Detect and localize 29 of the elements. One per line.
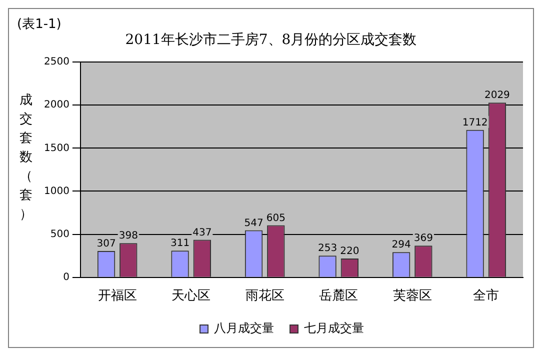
y-tick-label: 500 (50, 228, 70, 240)
data-label: 253 (318, 243, 338, 254)
data-label: 437 (192, 227, 212, 238)
data-label: 220 (340, 246, 360, 258)
y-tick-label: 1500 (44, 142, 70, 154)
y-tick-label: 2500 (44, 56, 70, 68)
data-label: 294 (392, 240, 411, 251)
x-tick-label: 雨花区 (245, 288, 284, 304)
data-label: 311 (170, 238, 190, 250)
x-tick-label: 全市 (473, 288, 500, 304)
y-tick-label: 2000 (44, 100, 70, 111)
x-tick-label: 岳麓区 (319, 288, 358, 304)
data-label: 307 (96, 238, 116, 250)
chart-title: 2011年长沙市二手房7、8月份的分区成交套数 (124, 31, 418, 49)
x-tick-label: 芙蓉区 (392, 288, 432, 304)
x-tick-label: 开福区 (98, 288, 137, 304)
text: (表1-1) (17, 16, 62, 33)
data-label: 547 (244, 218, 264, 229)
legend-label: 八月成交量 (214, 321, 274, 336)
data-label: 2029 (484, 90, 510, 102)
y-tick-label: 1000 (44, 186, 70, 197)
data-label: 369 (414, 233, 433, 244)
data-label: 1712 (462, 117, 488, 128)
y-axis-title: 成交套数（套） (18, 92, 34, 224)
legend-label: 七月成交量 (304, 321, 364, 336)
data-label: 398 (118, 230, 138, 242)
data-label: 605 (266, 212, 286, 224)
x-tick-label: 天心区 (172, 288, 211, 304)
y-tick-label: 0 (63, 272, 70, 283)
